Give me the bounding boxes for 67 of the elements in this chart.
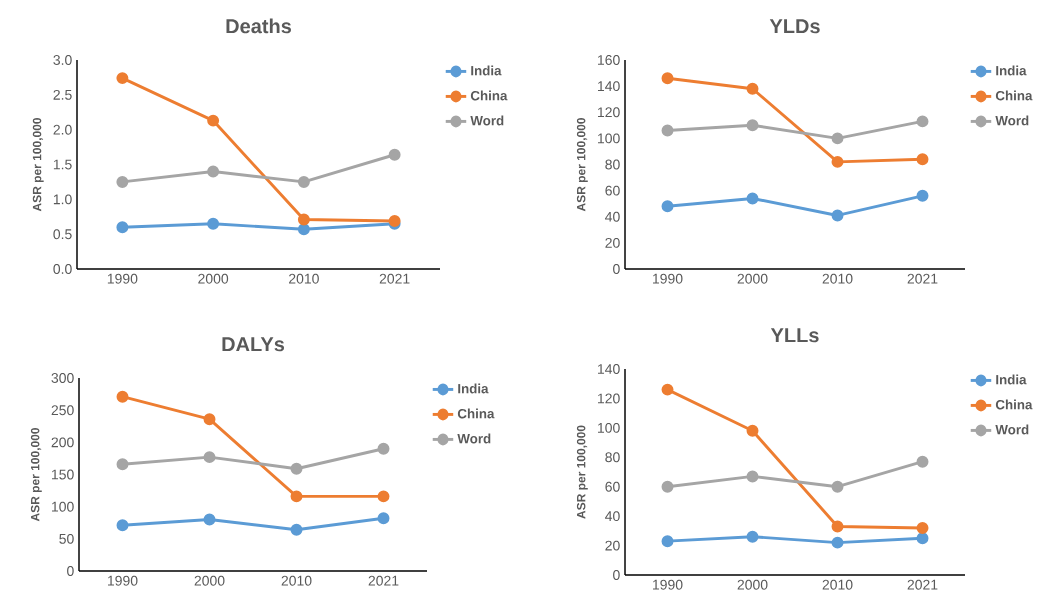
y-tick-label: 60 <box>605 481 620 492</box>
y-axis-title: ASR per 100,000 <box>32 117 44 212</box>
y-tick-label: 0 <box>67 566 74 576</box>
x-tick-label: 2000 <box>194 575 225 586</box>
legend-label: China <box>995 399 1033 410</box>
x-tick-label: 2010 <box>281 575 312 586</box>
legend-label: Word <box>457 433 491 444</box>
y-tick-label: 50 <box>59 533 74 544</box>
y-tick-label: 40 <box>605 511 620 522</box>
legend-label: Word <box>995 115 1029 126</box>
x-tick-label: 2000 <box>737 273 768 284</box>
x-tick-label: 2000 <box>198 273 229 284</box>
y-tick-label: 150 <box>52 469 74 480</box>
y-tick-label: 300 <box>51 373 74 383</box>
y-tick-label: 120 <box>598 393 620 404</box>
legend-label: India <box>996 65 1027 76</box>
x-tick-label: 1990 <box>107 273 138 284</box>
y-tick-label: 80 <box>605 452 620 463</box>
chart-title: YLDs <box>769 19 820 34</box>
x-tick-label: 2010 <box>822 273 853 284</box>
x-tick-label: 1990 <box>653 579 683 590</box>
y-tick-label: 80 <box>605 159 620 170</box>
legend-label: China <box>470 90 508 101</box>
chart-title: Deaths <box>226 18 291 34</box>
y-tick-label: 2.5 <box>53 89 72 100</box>
legend-label: China <box>995 90 1033 101</box>
y-axis-title: ASR per 100,000 <box>30 427 42 522</box>
chart-title: DALYs <box>222 337 285 352</box>
legend-label: Word <box>995 424 1029 435</box>
legend-label: India <box>471 65 502 76</box>
y-tick-label: 1.5 <box>53 159 72 170</box>
y-tick-label: 1.0 <box>53 194 72 205</box>
y-tick-label: 20 <box>605 540 620 551</box>
y-tick-label: 0.0 <box>53 264 72 274</box>
y-tick-label: 100 <box>598 133 620 144</box>
legend-label: China <box>457 408 495 419</box>
x-tick-label: 2021 <box>368 575 399 586</box>
legend-label: India <box>458 383 489 394</box>
x-tick-label: 2010 <box>822 579 853 590</box>
y-tick-label: 250 <box>51 405 74 416</box>
x-tick-label: 2021 <box>907 579 938 590</box>
y-tick-label: 140 <box>598 81 620 92</box>
y-tick-label: 120 <box>598 107 620 118</box>
x-tick-label: 2010 <box>289 273 319 284</box>
y-tick-label: 100 <box>598 422 620 433</box>
y-tick-label: 100 <box>52 501 74 512</box>
y-tick-label: 200 <box>51 437 74 448</box>
y-tick-label: 60 <box>605 185 620 196</box>
x-tick-label: 2021 <box>907 273 938 284</box>
y-tick-label: 160 <box>598 55 620 65</box>
y-tick-label: 0 <box>613 264 620 274</box>
y-tick-label: 3.0 <box>53 55 72 65</box>
y-tick-label: 40 <box>605 211 620 222</box>
chart-title: YLLs <box>770 328 819 343</box>
y-tick-label: 20 <box>605 237 620 248</box>
y-tick-label: 0 <box>613 570 620 580</box>
y-tick-label: 140 <box>598 364 620 374</box>
y-tick-label: 2.0 <box>53 124 72 135</box>
y-tick-label: 0.5 <box>53 229 72 240</box>
y-axis-title: ASR per 100,000 <box>576 117 588 212</box>
x-tick-label: 1990 <box>108 575 138 586</box>
legend-label: Word <box>470 115 504 126</box>
x-tick-label: 1990 <box>653 273 683 284</box>
y-axis-title: ASR per 100,000 <box>576 425 588 519</box>
x-tick-label: 2000 <box>737 579 768 590</box>
legend-label: India <box>996 374 1027 385</box>
x-tick-label: 2021 <box>379 273 410 284</box>
